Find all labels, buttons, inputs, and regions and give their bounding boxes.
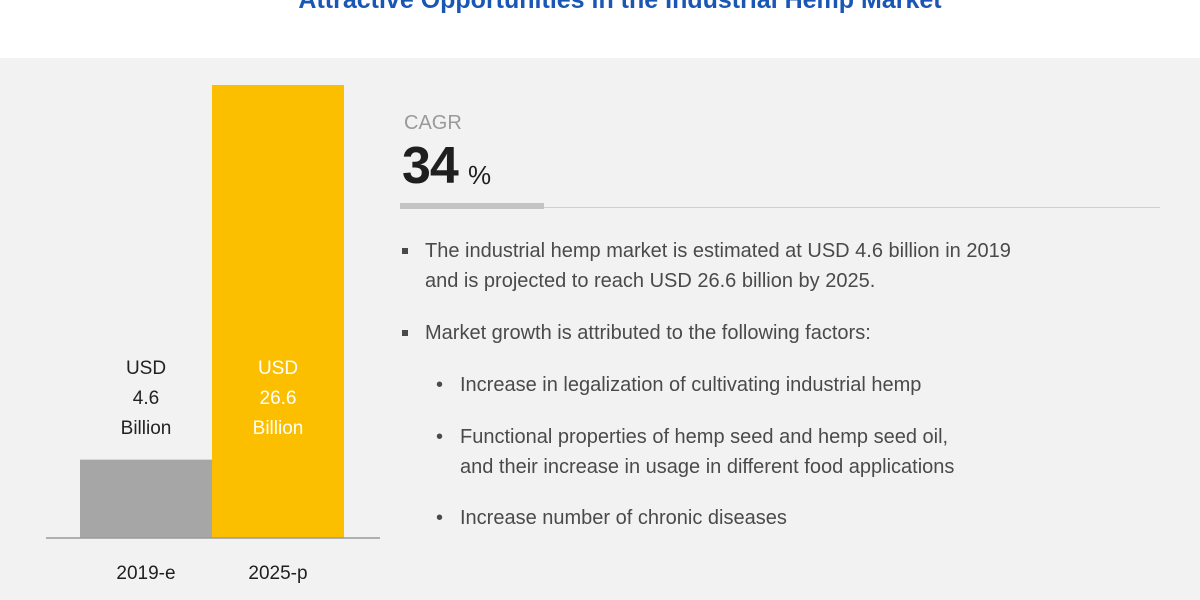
bar-2019-e <box>80 459 212 538</box>
bullet-dot-icon: • <box>436 374 444 396</box>
bullet-growth-factors: Market growth is attributed to the follo… <box>402 318 1162 348</box>
data-label: Billion <box>253 418 304 439</box>
bullet-dot-icon: • <box>436 507 444 529</box>
data-label: 4.6 <box>133 388 159 409</box>
data-label: USD <box>126 358 166 379</box>
sub-bullet-line: Increase number of chronic diseases <box>460 507 787 529</box>
sub-bullet-chronic-diseases: • Increase number of chronic diseases <box>436 503 1136 533</box>
bar-2025-p <box>212 85 344 538</box>
cagr-label: CAGR <box>404 112 462 134</box>
bullet-square-icon <box>402 330 408 336</box>
cagr-divider <box>400 207 1160 208</box>
bar-chart: USD 4.6 Billion 2019-e USD 26.6 Billion 2025-p <box>46 85 380 584</box>
x-tick-label: 2019-e <box>116 563 175 584</box>
bullet-line: The industrial hemp market is estimated … <box>425 240 1011 262</box>
bullet-square-icon <box>402 248 408 254</box>
data-label: Billion <box>121 418 172 439</box>
sub-bullet-line: Functional properties of hemp seed and h… <box>460 426 949 448</box>
bullet-dot-icon: • <box>436 426 444 448</box>
bullet-market-estimate: The industrial hemp market is estimated … <box>402 236 1162 296</box>
bullet-line: and is projected to reach USD 26.6 billi… <box>425 270 876 292</box>
sub-bullet-legalization: • Increase in legalization of cultivatin… <box>436 370 1136 400</box>
sub-bullet-line: and their increase in usage in different… <box>460 456 955 478</box>
sub-bullet-functional-properties: • Functional properties of hemp seed and… <box>436 422 1136 482</box>
cagr-value: 34 <box>402 137 459 195</box>
chart-title: Attractive Opportunities in the Industri… <box>298 0 942 14</box>
cagr-divider-accent <box>400 203 544 209</box>
cagr-unit: % <box>468 160 492 190</box>
x-tick-label: 2025-p <box>248 563 307 584</box>
data-label: USD <box>258 358 298 379</box>
bullet-line: Market growth is attributed to the follo… <box>425 322 871 344</box>
sub-bullet-line: Increase in legalization of cultivating … <box>460 374 922 396</box>
data-label: 26.6 <box>260 388 297 409</box>
